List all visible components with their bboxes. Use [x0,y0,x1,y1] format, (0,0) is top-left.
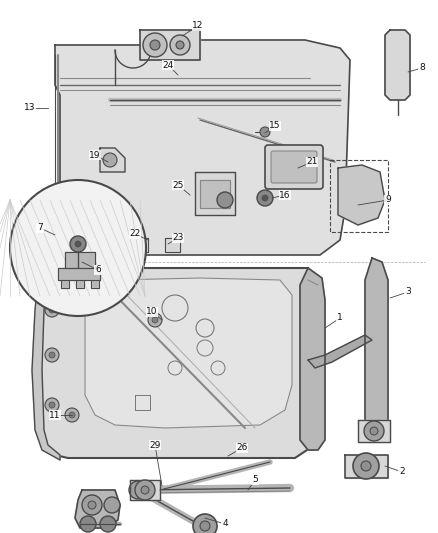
Text: 5: 5 [252,475,258,484]
Text: 26: 26 [237,443,247,453]
Circle shape [141,486,149,494]
Circle shape [70,236,86,252]
Circle shape [10,180,146,316]
Polygon shape [165,238,180,252]
Circle shape [260,127,270,137]
Text: 24: 24 [162,61,173,69]
Polygon shape [58,268,100,280]
Bar [330,160,388,232]
Polygon shape [65,252,95,268]
Circle shape [361,461,371,471]
Circle shape [45,348,59,362]
Text: 9: 9 [385,196,391,205]
Circle shape [170,35,190,55]
Circle shape [200,521,210,531]
Circle shape [176,41,184,49]
Circle shape [148,313,162,327]
Text: 29: 29 [149,440,161,449]
Circle shape [49,402,55,408]
Circle shape [135,480,155,500]
Polygon shape [55,40,350,255]
Circle shape [152,317,158,323]
Polygon shape [345,455,388,478]
Polygon shape [100,148,125,172]
Circle shape [49,307,55,313]
Polygon shape [32,280,60,460]
Polygon shape [75,490,120,528]
Circle shape [257,190,273,206]
Circle shape [49,352,55,358]
Circle shape [364,421,384,441]
Polygon shape [385,30,410,100]
Circle shape [45,303,59,317]
Text: 10: 10 [146,308,158,317]
Circle shape [80,516,96,532]
Circle shape [82,495,102,515]
Polygon shape [140,30,200,60]
Polygon shape [195,172,235,215]
Text: 15: 15 [269,122,281,131]
Circle shape [75,241,81,247]
Circle shape [100,516,116,532]
Polygon shape [200,180,230,208]
Polygon shape [130,480,160,500]
Text: 22: 22 [129,230,141,238]
Circle shape [104,497,120,513]
Text: 7: 7 [37,223,43,232]
Text: 25: 25 [172,181,184,190]
Polygon shape [38,268,318,458]
Polygon shape [132,238,148,252]
Text: 4: 4 [222,520,228,529]
Polygon shape [300,268,325,450]
Text: 23: 23 [172,233,184,243]
Text: 8: 8 [419,63,425,72]
Text: 3: 3 [405,287,411,296]
Text: 19: 19 [89,150,101,159]
Circle shape [69,412,75,418]
Text: 21: 21 [306,157,318,166]
Text: 6: 6 [95,265,101,274]
Circle shape [143,33,167,57]
Circle shape [103,153,117,167]
Circle shape [217,192,233,208]
Polygon shape [91,280,99,288]
Polygon shape [338,165,385,225]
Polygon shape [358,420,390,442]
Circle shape [129,481,147,499]
Circle shape [262,195,268,201]
Text: 16: 16 [279,190,291,199]
Text: 2: 2 [399,467,405,477]
Circle shape [193,514,217,533]
Text: 11: 11 [49,410,61,419]
Polygon shape [76,280,84,288]
Circle shape [65,408,79,422]
Polygon shape [365,258,388,428]
FancyBboxPatch shape [265,145,323,189]
Text: 1: 1 [337,313,343,322]
Circle shape [150,40,160,50]
Polygon shape [85,278,292,428]
Polygon shape [308,335,372,368]
Polygon shape [61,280,69,288]
Circle shape [353,453,379,479]
Text: 12: 12 [192,21,204,30]
Circle shape [88,501,96,509]
FancyBboxPatch shape [271,151,317,183]
Text: 13: 13 [24,103,36,112]
Circle shape [45,398,59,412]
Circle shape [370,427,378,435]
